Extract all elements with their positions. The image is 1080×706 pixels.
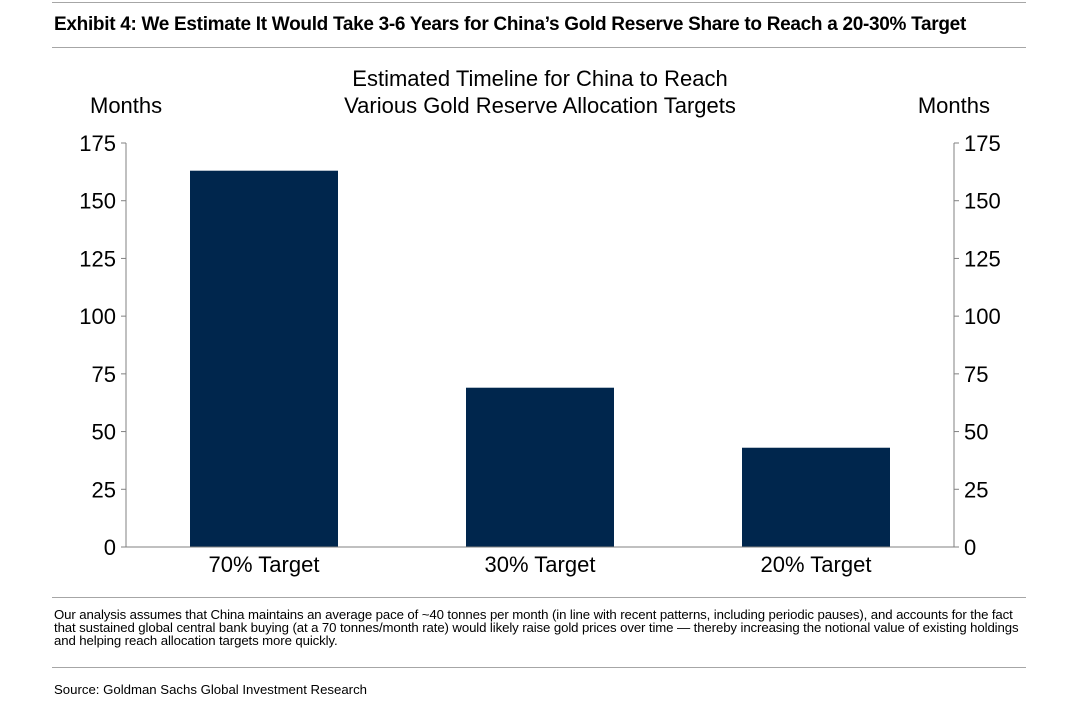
top-rule	[52, 2, 1026, 3]
chart-title-line-2: Various Gold Reserve Allocation Targets	[344, 93, 736, 118]
y-tick-label-left: 50	[92, 420, 116, 445]
bar-chart: Estimated Timeline for China to Reach Va…	[79, 66, 1001, 577]
y-tick-label-right: 75	[964, 362, 988, 387]
y-tick-label-left: 175	[79, 131, 116, 156]
source-rule	[52, 667, 1026, 668]
y-axis-label-right: Months	[918, 93, 990, 118]
title-rule	[52, 47, 1026, 48]
y-tick-label-right: 125	[964, 246, 1001, 271]
bar-20-target	[742, 447, 890, 547]
note-rule	[52, 597, 1026, 598]
y-tick-label-right: 100	[964, 304, 1001, 329]
source-text: Source: Goldman Sachs Global Investment …	[54, 682, 367, 697]
y-tick-label-left: 75	[92, 362, 116, 387]
y-tick-label-right: 0	[964, 535, 976, 560]
y-tick-label-right: 150	[964, 189, 1001, 214]
y-tick-label-left: 25	[92, 477, 116, 502]
chart-title-line-1: Estimated Timeline for China to Reach	[352, 66, 727, 91]
y-tick-label-right: 175	[964, 131, 1001, 156]
y-tick-label-left: 150	[79, 189, 116, 214]
analysis-note: Our analysis assumes that China maintain…	[54, 607, 1019, 648]
exhibit-title: Exhibit 4: We Estimate It Would Take 3-6…	[54, 14, 966, 35]
y-tick-label-left: 100	[79, 304, 116, 329]
y-axis-label-left: Months	[90, 93, 162, 118]
bar-70-target	[190, 170, 338, 547]
bar-30-target	[466, 387, 614, 547]
y-tick-label-left: 0	[104, 535, 116, 560]
y-tick-label-right: 50	[964, 420, 988, 445]
x-tick-label: 20% Target	[761, 552, 872, 577]
y-tick-label-right: 25	[964, 477, 988, 502]
x-tick-label: 70% Target	[209, 552, 320, 577]
y-tick-label-left: 125	[79, 246, 116, 271]
x-tick-label: 30% Target	[485, 552, 596, 577]
